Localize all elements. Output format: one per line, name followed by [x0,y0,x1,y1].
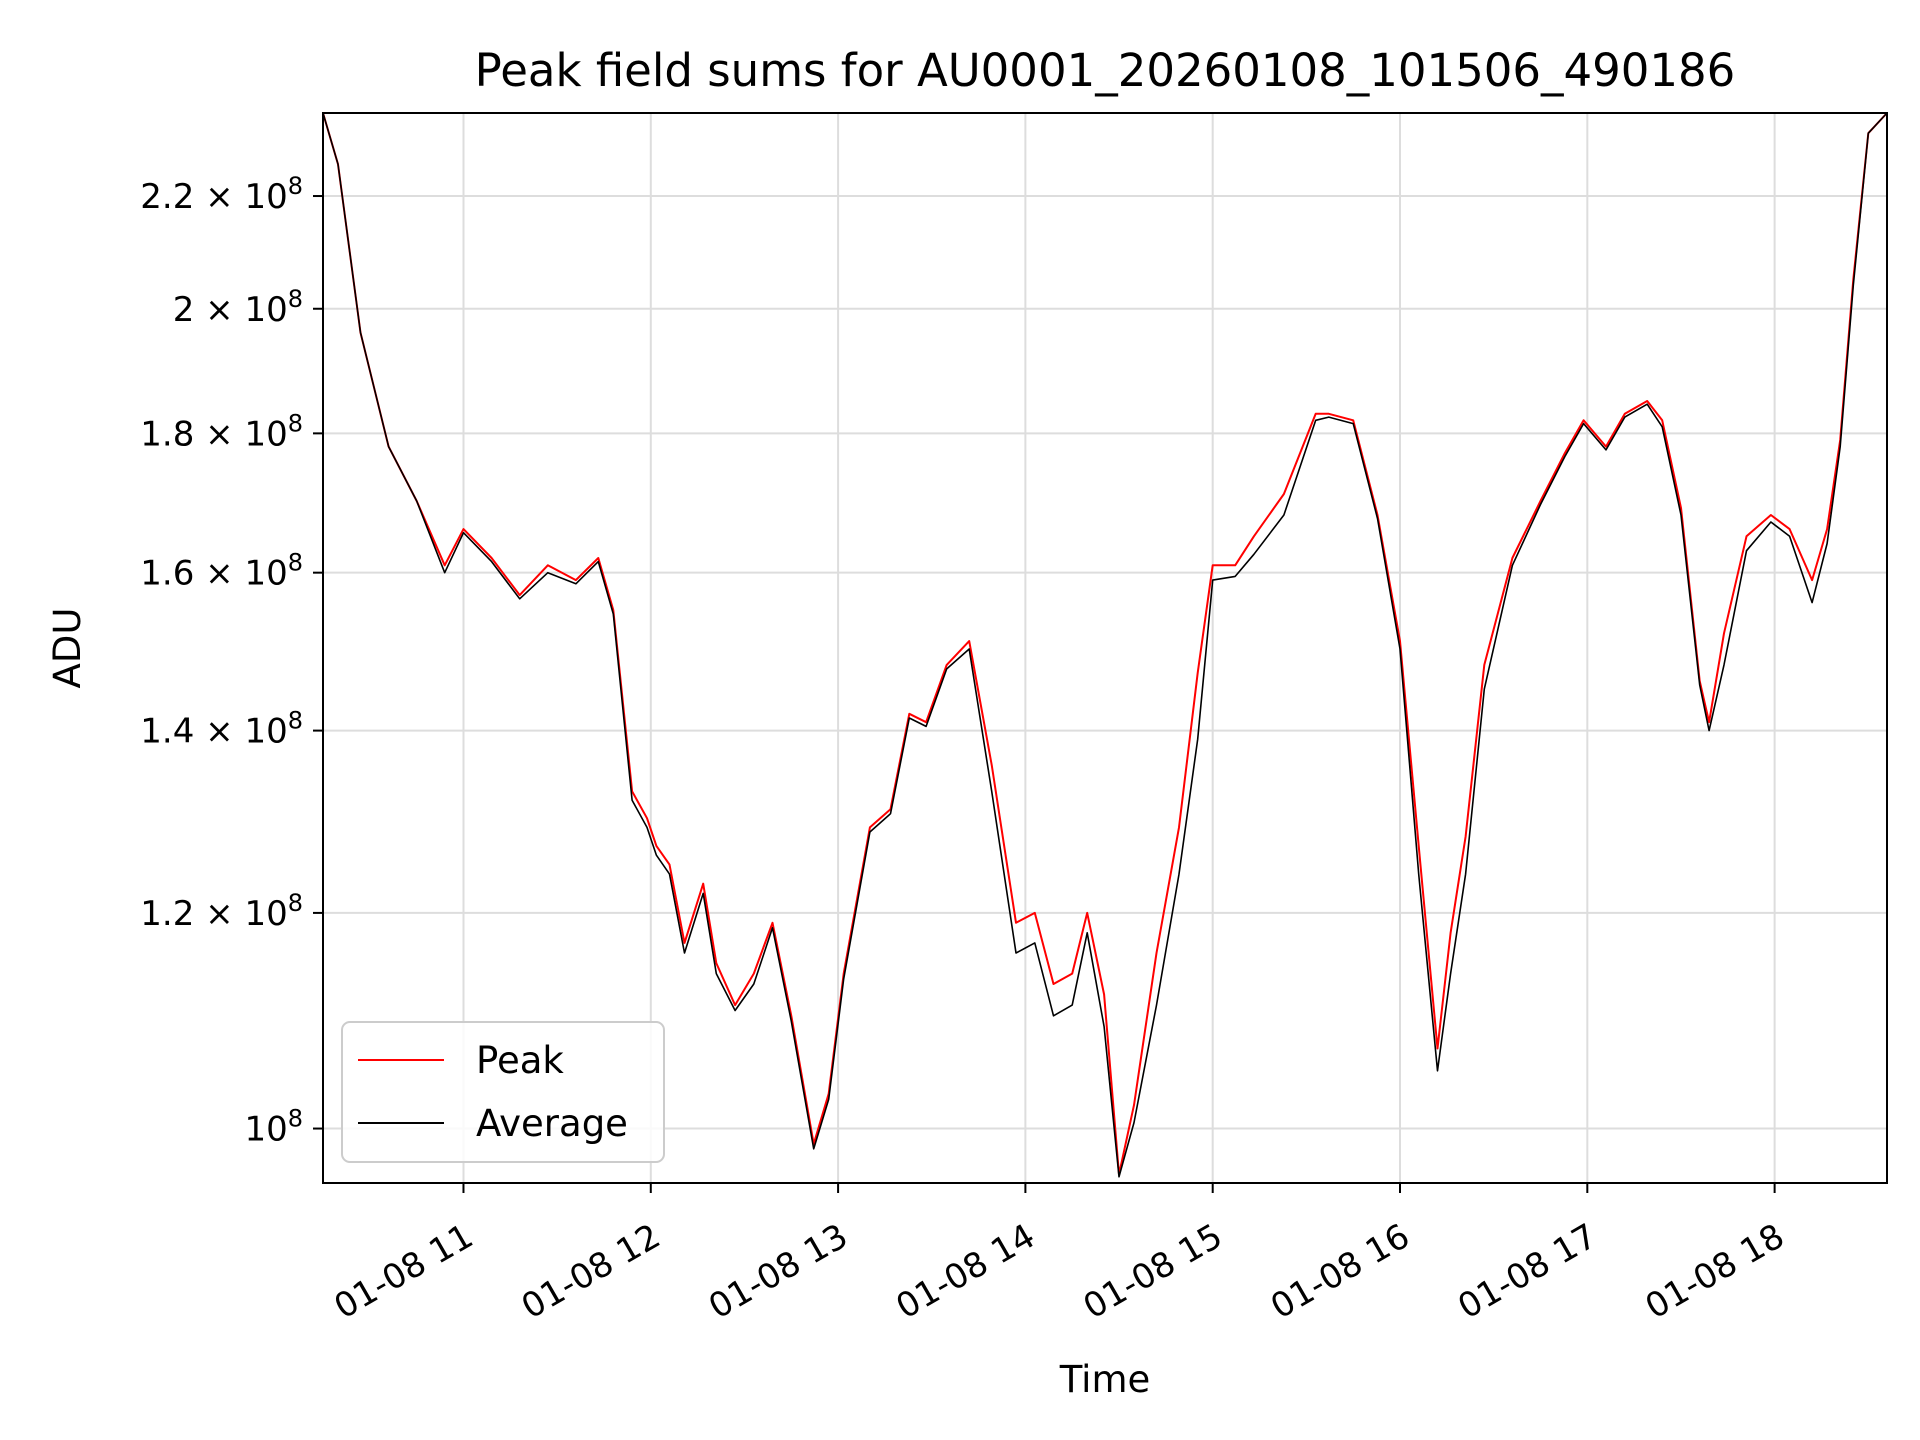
legend-label-peak: Peak [476,1039,564,1082]
series-line-peak [322,112,1888,1176]
legend: Peak Average [341,1021,665,1163]
y-tick-label: 1.6 × 108 [140,549,303,594]
legend-box [341,1021,665,1163]
y-axis-label: ADU [46,608,89,689]
chart-title: Peak field sums for AU0001_20260108_1015… [475,44,1736,97]
y-tick-label: 1.8 × 108 [140,409,303,454]
plot-series [322,112,1888,1178]
y-axis-ticks: 108 1.2 × 108 1.4 × 108 1.6 × 108 1.8 × 108 2… [140,172,323,1150]
plot-frame [322,112,1888,1184]
y-tick-label: 2 × 108 [173,285,303,330]
y-tick-label: 108 [244,1105,303,1150]
y-tick-label: 1.2 × 108 [140,889,303,934]
legend-label-average: Average [476,1102,628,1145]
x-axis-label: Time [1059,1358,1151,1401]
y-tick-label: 2.2 × 108 [140,172,303,217]
series-line-average [322,112,1888,1178]
y-tick-label: 1.4 × 108 [140,707,303,752]
